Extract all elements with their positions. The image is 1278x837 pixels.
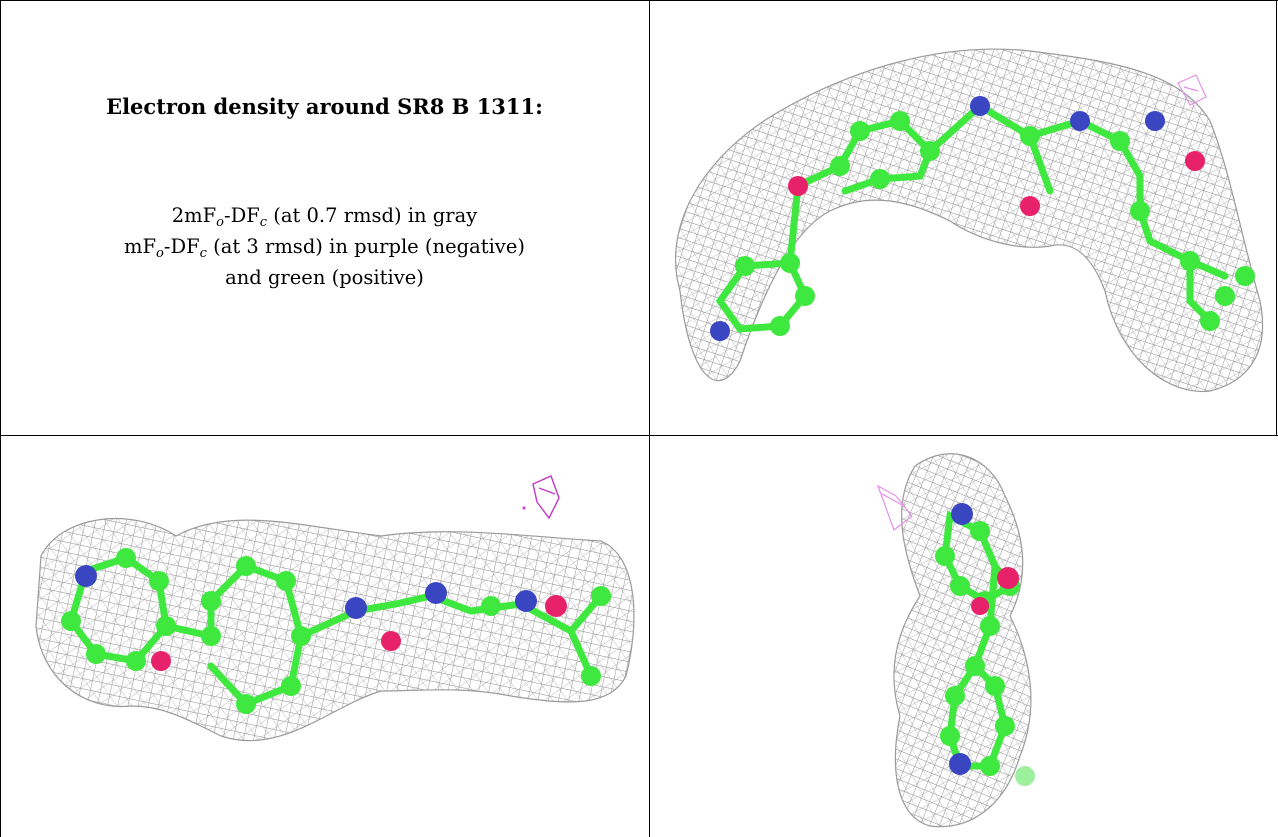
atom-carbon <box>945 686 965 706</box>
atom-carbon <box>890 111 910 131</box>
table-border-right <box>1276 0 1277 436</box>
atom-oxygen <box>1020 196 1040 216</box>
atom-nitrogen <box>710 321 730 341</box>
figure-title: Electron density around SR8 B 1311: <box>0 94 649 119</box>
density-render-bottom-left <box>1 436 649 837</box>
atom-carbon <box>965 656 985 676</box>
atom-nitrogen <box>970 96 990 116</box>
atom-carbon <box>1130 201 1150 221</box>
negative-density-dot <box>523 507 526 510</box>
atom-carbon <box>920 141 940 161</box>
atom-carbon <box>291 626 311 646</box>
atom-nitrogen <box>425 582 447 604</box>
atom-carbon <box>970 521 990 541</box>
atom-carbon <box>581 666 601 686</box>
atom-oxygen <box>545 595 567 617</box>
atom-nitrogen <box>1145 111 1165 131</box>
legend-line-fo-fc: mFo-DFc (at 3 rmsd) in purple (negative) <box>0 231 649 262</box>
atom-carbon <box>735 256 755 276</box>
atom-nitrogen <box>951 503 973 525</box>
atom-carbon <box>795 286 815 306</box>
atom-carbon <box>1110 131 1130 151</box>
atom-carbon <box>61 611 81 631</box>
atom-carbon <box>1215 286 1235 306</box>
atom-oxygen <box>151 651 171 671</box>
atom-carbon <box>995 716 1015 736</box>
atom-carbon <box>281 676 301 696</box>
atom-carbon <box>980 616 1000 636</box>
atom-carbon <box>201 591 221 611</box>
atom-carbon <box>126 651 146 671</box>
atom-oxygen <box>1185 151 1205 171</box>
negative-density-blob <box>533 476 559 518</box>
atom-carbon <box>1235 266 1255 286</box>
atom-nitrogen <box>75 565 97 587</box>
atom-carbon <box>850 121 870 141</box>
atom-carbon <box>980 756 1000 776</box>
atom-carbon <box>591 586 611 606</box>
view-bottom-left <box>1 436 649 837</box>
atom-carbon <box>940 726 960 746</box>
caption-cell: Electron density around SR8 B 1311: 2mFo… <box>0 0 649 435</box>
atom-oxygen <box>997 567 1019 589</box>
density-render-bottom-right <box>650 436 1276 837</box>
atom-carbon <box>985 676 1005 696</box>
density-legend: 2mFo-DFc (at 0.7 rmsd) in gray mFo-DFc (… <box>0 200 649 293</box>
atom-carbon <box>236 694 256 714</box>
atom-carbon <box>201 626 221 646</box>
view-top-right <box>650 1 1276 435</box>
atom-oxygen <box>788 176 808 196</box>
atom-carbon <box>276 571 296 591</box>
atom-carbon <box>481 596 501 616</box>
atom-carbon <box>935 546 955 566</box>
atom-nitrogen <box>345 597 367 619</box>
atom-carbon <box>116 548 136 568</box>
atom-carbon <box>780 253 800 273</box>
atom-carbon <box>1180 251 1200 271</box>
atom-carbon <box>870 169 890 189</box>
atom-carbon <box>149 571 169 591</box>
atom-nitrogen <box>515 590 537 612</box>
atom-carbon <box>950 576 970 596</box>
atom-carbon <box>1200 311 1220 331</box>
legend-line-colors: and green (positive) <box>0 262 649 293</box>
atom-carbon <box>156 616 176 636</box>
atom-carbon <box>236 556 256 576</box>
atom-nitrogen <box>949 753 971 775</box>
atom-carbon <box>86 644 106 664</box>
atom-oxygen <box>381 631 401 651</box>
density-render-top-right <box>650 1 1276 435</box>
atom-oxygen <box>971 597 989 615</box>
view-bottom-right <box>650 436 1276 837</box>
density-mesh-overlay <box>676 49 1263 391</box>
atom-nitrogen <box>1070 111 1090 131</box>
atom-carbon <box>770 316 790 336</box>
legend-line-2fo-fc: 2mFo-DFc (at 0.7 rmsd) in gray <box>0 200 649 231</box>
atom-carbon-faded <box>1015 766 1035 786</box>
atom-carbon <box>830 156 850 176</box>
atom-carbon <box>1020 126 1040 146</box>
